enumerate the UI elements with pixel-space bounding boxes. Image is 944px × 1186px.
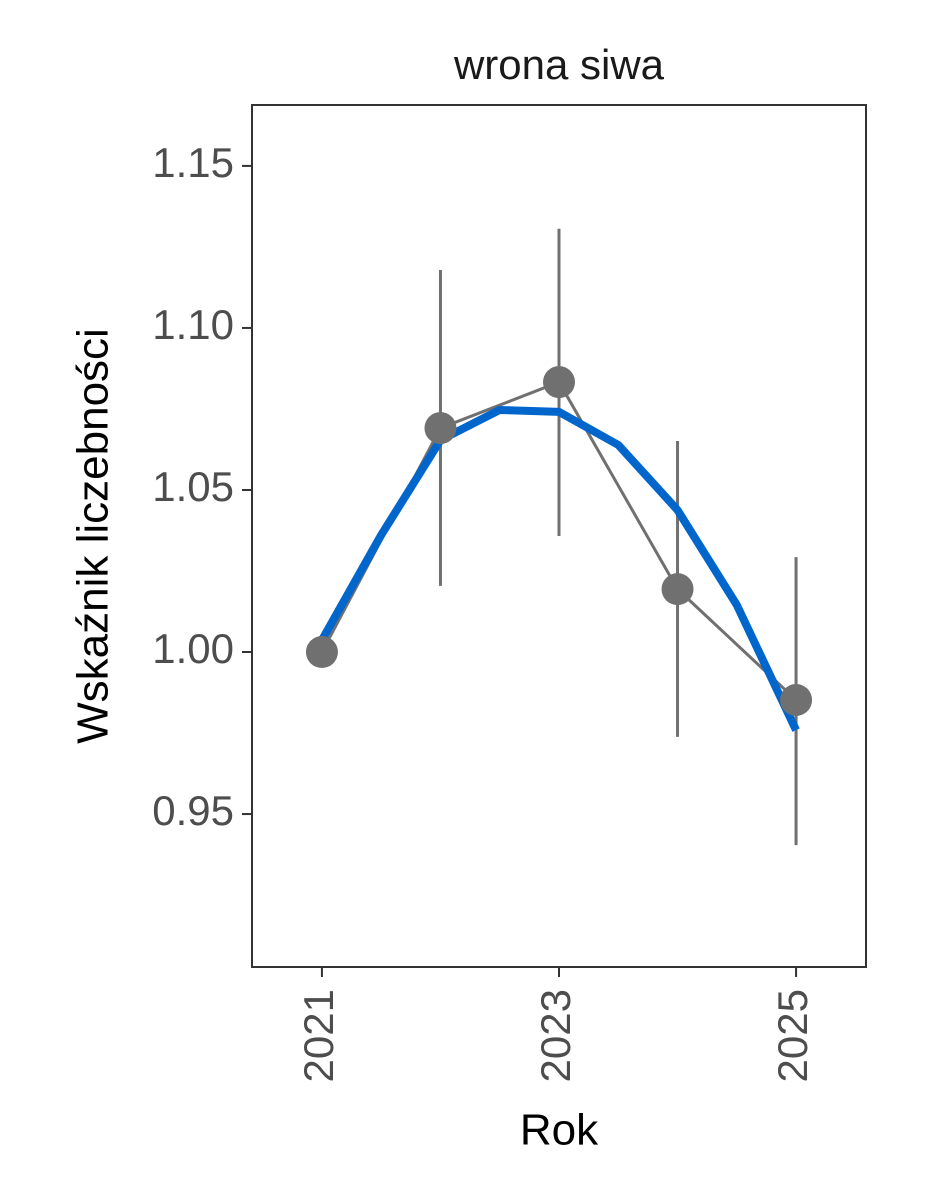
point bbox=[424, 412, 457, 445]
point bbox=[543, 366, 575, 399]
y-axis-label: Wskaźnik liczebności bbox=[69, 328, 118, 744]
y-tick-label: 1.10 bbox=[152, 301, 234, 348]
y-tick-label: 1.00 bbox=[152, 625, 234, 672]
point bbox=[780, 683, 813, 716]
y-tick-label: 0.95 bbox=[152, 787, 234, 834]
x-tick-label: 2021 bbox=[295, 989, 342, 1082]
y-tick-label: 1.05 bbox=[152, 463, 234, 510]
point bbox=[661, 573, 694, 606]
x-tick-label: 2025 bbox=[769, 989, 816, 1082]
x-tick-label: 2023 bbox=[532, 989, 579, 1082]
point bbox=[305, 636, 338, 669]
trend-line bbox=[318, 405, 800, 732]
chart-title: wrona siwa bbox=[453, 41, 665, 88]
x-axis-label: Rok bbox=[520, 1106, 599, 1155]
y-tick-label: 1.15 bbox=[152, 139, 234, 186]
